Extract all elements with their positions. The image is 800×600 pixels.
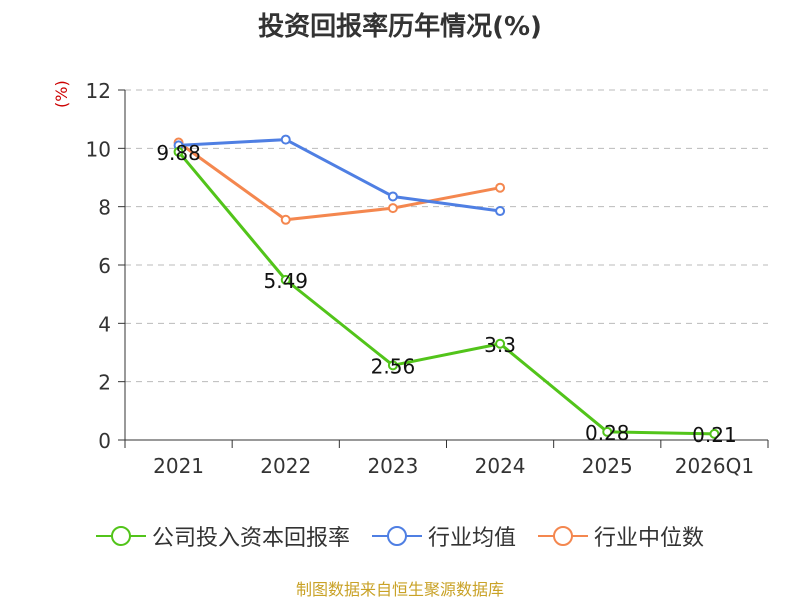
legend-label: 行业均值 bbox=[427, 526, 516, 551]
y-tick-label: 12 bbox=[86, 79, 111, 103]
data-point bbox=[602, 426, 613, 437]
legend-item-industry-mean[interactable]: 行业均值 bbox=[371, 520, 516, 552]
data-label: 9.88 bbox=[156, 141, 201, 165]
data-point bbox=[709, 428, 720, 439]
data-point bbox=[495, 338, 506, 349]
legend-marker-icon bbox=[95, 526, 146, 546]
x-tick-label: 2025 bbox=[582, 454, 633, 478]
x-tick-label: 2023 bbox=[367, 454, 418, 478]
x-tick-label: 2021 bbox=[153, 454, 204, 478]
y-tick-label: 10 bbox=[86, 137, 111, 161]
data-label: 2.56 bbox=[371, 354, 416, 378]
series-line bbox=[178, 138, 501, 213]
legend-item-industry-median[interactable]: 行业中位数 bbox=[538, 520, 704, 552]
y-tick-label: 0 bbox=[98, 429, 111, 453]
data-label: 5.49 bbox=[263, 269, 308, 293]
data-point bbox=[173, 146, 184, 157]
line-chart: 0 2 4 6 8 10 12 2021 2022 2023 2024 2025 2026Q1 9.88… bbox=[86, 79, 769, 478]
data-point bbox=[280, 134, 291, 145]
data-point bbox=[280, 214, 291, 225]
legend-marker-icon bbox=[371, 526, 422, 546]
data-source-note: 制图数据来自恒生聚源数据库 bbox=[295, 580, 504, 599]
y-tick-label: 4 bbox=[98, 312, 111, 336]
series-line bbox=[177, 141, 501, 222]
chart-title: 投资回报率历年情况(%) bbox=[258, 12, 542, 42]
data-point bbox=[387, 191, 398, 202]
legend-item-company[interactable]: 公司投入资本回报率 bbox=[95, 520, 350, 552]
data-point bbox=[387, 360, 398, 371]
series-lines bbox=[173, 134, 720, 439]
data-label: 3.3 bbox=[484, 333, 516, 357]
y-tick-label: 2 bbox=[98, 371, 111, 395]
y-tick-label: 8 bbox=[98, 196, 111, 220]
data-point bbox=[387, 203, 398, 214]
data-point bbox=[495, 206, 506, 217]
legend-label: 行业中位数 bbox=[594, 526, 705, 551]
y-tick-label: 6 bbox=[98, 254, 111, 278]
grid-lines bbox=[125, 89, 768, 383]
data-label: 0.21 bbox=[692, 423, 737, 447]
axes: 0 2 4 6 8 10 12 2021 2022 2023 2024 2025 2026Q1 bbox=[86, 79, 769, 478]
data-point bbox=[280, 274, 291, 285]
x-tick-label: 2024 bbox=[475, 454, 526, 478]
series-line bbox=[177, 150, 715, 436]
data-point bbox=[495, 182, 506, 193]
legend: 公司投入资本回报率 行业均值 行业中位数 bbox=[0, 520, 800, 552]
legend-marker-icon bbox=[538, 526, 588, 546]
data-label: 0.28 bbox=[585, 421, 630, 445]
data-labels: 9.88 5.49 2.56 3.3 0.28 0.21 bbox=[156, 141, 736, 447]
x-tick-label: 2026Q1 bbox=[675, 454, 754, 478]
legend-label: 公司投入资本回报率 bbox=[151, 526, 350, 551]
x-tick-label: 2022 bbox=[260, 454, 311, 478]
